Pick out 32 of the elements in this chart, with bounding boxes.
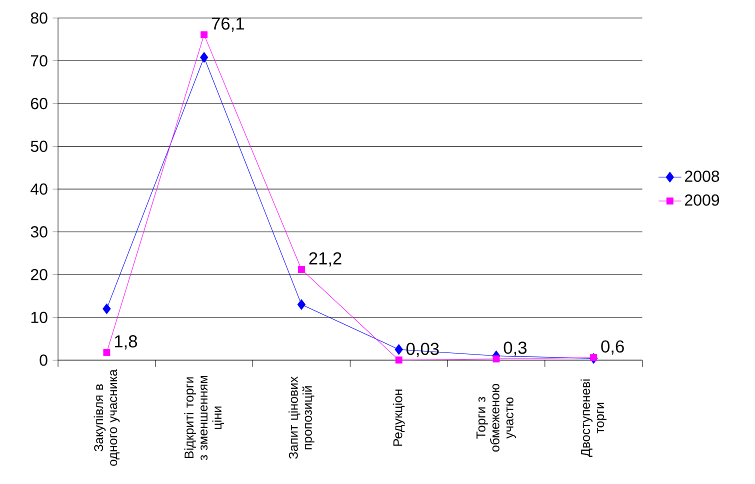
y-tick-label: 10	[31, 312, 48, 323]
data-label: 0,3	[504, 342, 527, 356]
y-tick-label: 20	[30, 268, 48, 280]
data-label: 21,2	[309, 252, 342, 266]
point	[394, 344, 403, 355]
x-tick-label: Закупівля в одного учасника	[94, 369, 120, 466]
point	[102, 303, 111, 314]
legend-label: 2008	[685, 170, 720, 182]
point	[297, 299, 306, 310]
point	[200, 52, 208, 63]
point	[395, 356, 402, 364]
point	[492, 355, 500, 362]
y-tick-label: 40	[30, 183, 48, 195]
point	[103, 348, 110, 356]
point	[200, 31, 208, 38]
x-tick-label: Відкриті торги з зменшенням ціни	[184, 376, 224, 460]
data-label: 76,1	[212, 17, 244, 32]
x-tick-label: Запит цінових пропозицій	[288, 376, 314, 459]
x-tick-label: Двоступеневі торги	[580, 379, 607, 457]
y-tick-label: 70	[30, 55, 48, 66]
x-tick-label: Редукціон	[392, 390, 405, 446]
point	[590, 354, 598, 361]
point	[298, 266, 305, 273]
y-tick-label: 0	[40, 354, 48, 366]
legend-label: 2009	[685, 194, 720, 206]
y-tick-label: 30	[30, 226, 48, 238]
y-tick-label: 60	[30, 98, 48, 110]
y-tick-label: 80	[30, 12, 48, 24]
x-tick-label: Торги з обмеженою участю	[476, 384, 516, 452]
y-tick-label: 50	[30, 140, 48, 152]
data-label: 1,8	[114, 335, 138, 350]
data-label: 0,6	[601, 340, 624, 355]
